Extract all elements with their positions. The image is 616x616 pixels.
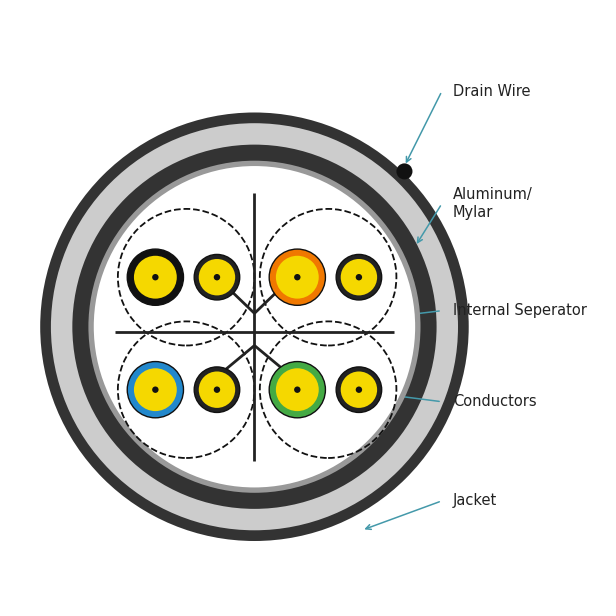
Circle shape bbox=[72, 145, 437, 509]
Circle shape bbox=[152, 274, 158, 280]
Circle shape bbox=[51, 123, 458, 530]
Text: Jacket: Jacket bbox=[453, 493, 497, 508]
Circle shape bbox=[336, 254, 382, 300]
Circle shape bbox=[294, 274, 301, 280]
Circle shape bbox=[199, 371, 235, 408]
Circle shape bbox=[214, 274, 220, 280]
Circle shape bbox=[128, 249, 184, 306]
Circle shape bbox=[397, 163, 413, 179]
Circle shape bbox=[94, 166, 415, 487]
Circle shape bbox=[40, 113, 469, 541]
Text: Conductors: Conductors bbox=[453, 394, 537, 409]
Circle shape bbox=[199, 259, 235, 296]
Circle shape bbox=[134, 368, 177, 411]
Circle shape bbox=[194, 254, 240, 300]
Circle shape bbox=[341, 259, 377, 296]
Circle shape bbox=[276, 368, 318, 411]
Circle shape bbox=[269, 249, 325, 306]
Circle shape bbox=[214, 386, 220, 393]
Circle shape bbox=[294, 386, 301, 393]
Circle shape bbox=[341, 371, 377, 408]
Circle shape bbox=[276, 256, 318, 299]
Circle shape bbox=[336, 367, 382, 413]
Text: Internal Seperator: Internal Seperator bbox=[453, 303, 586, 318]
Circle shape bbox=[355, 274, 362, 280]
Circle shape bbox=[269, 362, 325, 418]
Circle shape bbox=[89, 161, 421, 493]
Text: Drain Wire: Drain Wire bbox=[453, 84, 530, 99]
Circle shape bbox=[152, 386, 158, 393]
Circle shape bbox=[128, 362, 184, 418]
Circle shape bbox=[355, 386, 362, 393]
Circle shape bbox=[194, 367, 240, 413]
Text: Aluminum/
Mylar: Aluminum/ Mylar bbox=[453, 187, 532, 220]
Circle shape bbox=[134, 256, 177, 299]
